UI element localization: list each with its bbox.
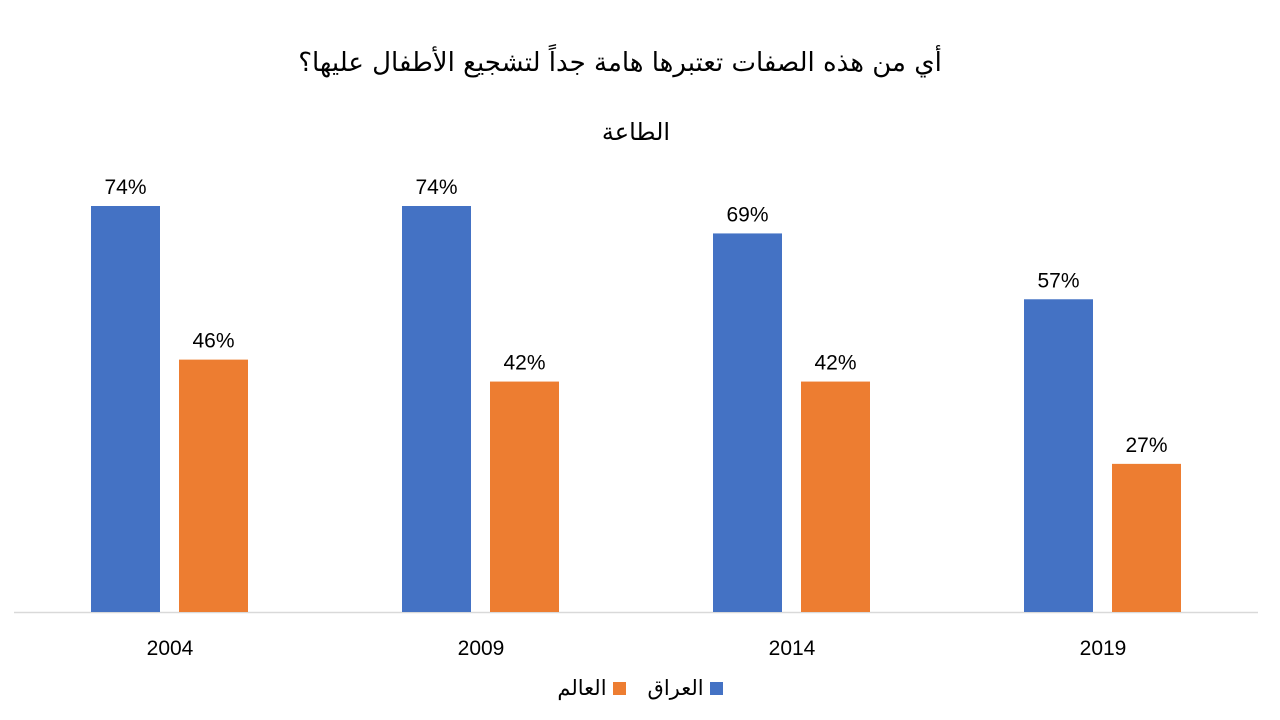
legend-label-iraq: العراق <box>647 676 704 700</box>
x-tick-label-2014: 2014 <box>769 637 816 660</box>
legend: العراق العالم <box>0 676 1280 700</box>
data-label-world-2004: 46% <box>192 330 234 353</box>
legend-item-iraq: العراق <box>648 676 723 700</box>
bar-iraq-2014 <box>713 233 782 612</box>
data-label-iraq-2014: 69% <box>726 203 768 226</box>
bar-world-2019 <box>1112 463 1181 612</box>
legend-swatch-iraq <box>709 681 723 695</box>
bar-iraq-2004 <box>91 206 160 612</box>
legend-swatch-world <box>612 681 626 695</box>
data-label-iraq-2009: 74% <box>415 176 457 199</box>
data-label-world-2014: 42% <box>814 352 856 375</box>
bar-world-2014 <box>801 381 870 612</box>
bar-iraq-2009 <box>402 206 471 612</box>
bar-world-2004 <box>179 359 248 612</box>
x-tick-label-2004: 2004 <box>147 637 194 660</box>
chart-subtitle: الطاعة <box>601 118 671 146</box>
data-label-world-2009: 42% <box>503 352 545 375</box>
x-tick-label-2009: 2009 <box>458 637 505 660</box>
bar-world-2009 <box>490 381 559 612</box>
data-label-world-2019: 27% <box>1125 434 1167 457</box>
legend-item-world: العالم <box>557 676 626 700</box>
data-label-iraq-2019: 57% <box>1037 269 1079 292</box>
legend-label-world: العالم <box>557 676 607 700</box>
bar-iraq-2019 <box>1024 299 1093 612</box>
chart-title: أي من هذه الصفات تعتبرها هامة جداً لتشجي… <box>298 48 942 78</box>
data-label-iraq-2004: 74% <box>104 176 146 199</box>
x-tick-label-2019: 2019 <box>1080 637 1127 660</box>
